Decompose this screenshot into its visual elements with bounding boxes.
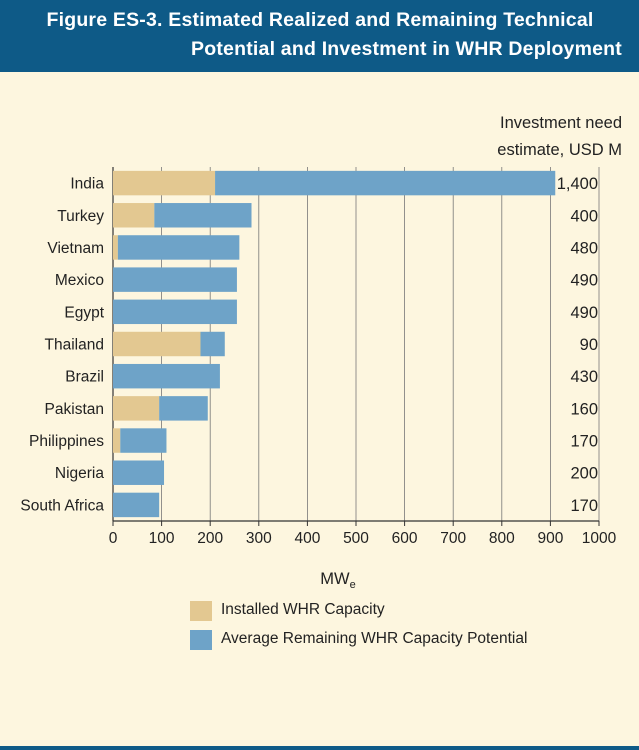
x-tick-label: 700: [440, 530, 466, 547]
x-tick-label: 400: [294, 530, 320, 547]
x-tick-label: 300: [246, 530, 272, 547]
category-label: Mexico: [55, 272, 104, 289]
legend-label-installed: Installed WHR Capacity: [221, 601, 385, 618]
investment-header-line-2: estimate, USD M: [497, 141, 622, 159]
figure-title-line-2: Potential and Investment in WHR Deployme…: [191, 38, 622, 60]
bar-installed: [113, 396, 160, 421]
category-label: Turkey: [57, 208, 104, 225]
x-tick-label: 600: [392, 530, 418, 547]
category-label: India: [70, 176, 104, 193]
investment-label: 490: [570, 272, 598, 290]
figure-header: Figure ES-3. Estimated Realized and Rema…: [0, 0, 639, 72]
figure-title-line-1: Figure ES-3. Estimated Realized and Rema…: [46, 9, 594, 31]
bar-installed: [113, 235, 118, 260]
bar-remaining: [159, 396, 208, 421]
x-tick-label: 200: [197, 530, 223, 547]
bar-installed: [113, 331, 201, 357]
investment-label: 490: [570, 304, 598, 322]
category-label: Pakistan: [45, 401, 104, 418]
category-label: Brazil: [65, 369, 104, 386]
investment-label: 200: [570, 465, 598, 483]
bar-remaining: [113, 299, 237, 325]
bar-remaining: [113, 492, 160, 518]
legend-swatch-remaining: [190, 630, 212, 650]
investment-label: 400: [570, 207, 598, 225]
category-label: Vietnam: [47, 240, 104, 257]
x-tick-label: 0: [109, 530, 118, 547]
x-tick-label: 500: [343, 530, 369, 547]
bar-remaining: [120, 428, 167, 453]
investment-label: 90: [580, 336, 598, 354]
bar-remaining: [215, 170, 556, 196]
investment-label: 1,400: [557, 175, 598, 193]
bar-installed: [113, 428, 121, 453]
investment-label: 170: [570, 433, 598, 451]
category-label: Egypt: [64, 304, 104, 321]
category-label: Philippines: [29, 433, 104, 450]
legend-label-remaining: Average Remaining WHR Capacity Potential: [221, 630, 528, 647]
investment-label: 430: [570, 368, 598, 386]
category-label: Nigeria: [55, 465, 104, 482]
x-tick-label: 800: [489, 530, 515, 547]
bar-remaining: [113, 363, 220, 389]
bar-installed: [113, 203, 155, 228]
bar-remaining: [113, 460, 165, 485]
bar-remaining: [200, 331, 225, 357]
bar-remaining: [113, 267, 237, 292]
bar-remaining: [117, 235, 240, 260]
bar-installed: [113, 170, 216, 196]
category-label: Thailand: [45, 337, 104, 354]
investment-label: 170: [570, 497, 598, 515]
investment-label: 480: [570, 239, 598, 257]
bar-remaining: [154, 203, 252, 228]
x-tick-label: 100: [149, 530, 175, 547]
investment-label: 160: [570, 400, 598, 418]
x-axis-label: MWe: [320, 570, 355, 591]
x-tick-label: 900: [537, 530, 563, 547]
category-label: South Africa: [20, 497, 104, 514]
investment-header-line-1: Investment need: [500, 114, 622, 132]
legend-swatch-installed: [190, 601, 212, 621]
x-tick-label: 1000: [582, 530, 617, 547]
